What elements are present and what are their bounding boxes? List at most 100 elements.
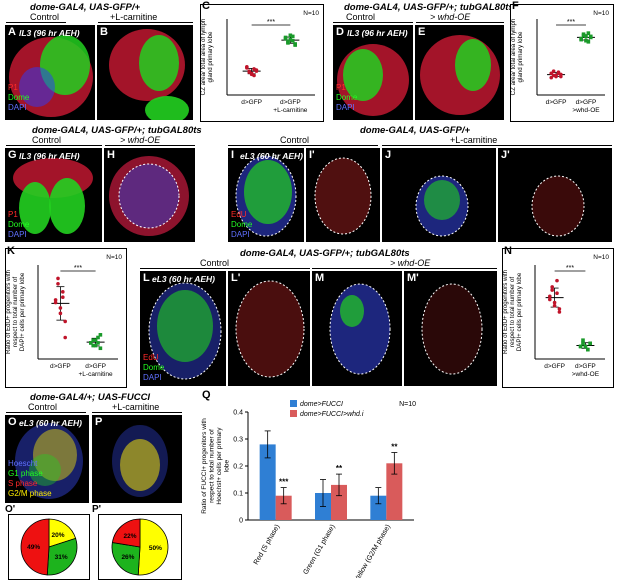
tissue-image: [9, 35, 93, 117]
panel-letter-o: O: [8, 416, 17, 428]
data-point: [579, 37, 583, 42]
genotype-mid-right: dome-GAL4, UAS-GFP/+: [360, 125, 471, 136]
data-point: [584, 34, 588, 39]
bar: [386, 463, 403, 520]
channel-dapi: DAPI: [143, 373, 162, 382]
rule: [6, 412, 86, 413]
data-point: [552, 300, 557, 305]
y-tick-label: 0: [239, 518, 243, 525]
tissue-image: [13, 158, 93, 234]
rule: [6, 145, 102, 146]
data-point: [548, 297, 552, 302]
label-control: Control: [28, 402, 58, 412]
data-point: [58, 306, 63, 310]
data-point: [245, 64, 249, 69]
pie-slice: [20, 518, 50, 576]
stage-label: lL3 (96 hr AEH): [347, 28, 408, 38]
x-category-label: d>GFP: [576, 99, 597, 106]
channel-p1: P1: [8, 83, 18, 92]
x-category-label: d>GFP: [50, 363, 71, 370]
panel-letter-m: M: [315, 272, 325, 284]
label-whd-oe: > whd-OE: [390, 258, 431, 268]
x-category-label: Yellow (G2/M phase): [354, 524, 392, 579]
bar: [259, 444, 276, 520]
label-control: Control: [280, 135, 310, 145]
pie-slice: [137, 518, 169, 576]
genotype-mid-left: dome-GAL4, UAS-GFP/+; tubGAL80ts: [32, 125, 202, 136]
pie-label: 26%: [121, 554, 134, 561]
n-label: N=10: [593, 10, 609, 17]
micrograph-o: O eL3 (60 hr AEH) Hoescht G1 phase S pha…: [5, 415, 89, 503]
tissue-image: [337, 44, 409, 116]
data-point: [288, 37, 293, 42]
tissue-image: [109, 29, 189, 120]
label-lcarnitine: +L-carnitine: [450, 135, 498, 145]
y-axis-label: DAPI+ cells per primary lobe: [516, 272, 523, 351]
tissue-image: [314, 157, 372, 235]
x-category-label: d>GFP: [546, 99, 567, 106]
pie-label: 22%: [124, 533, 137, 540]
panel-letter-b: B: [100, 26, 108, 38]
y-axis-label: Ratio of FUCCI+ progenitors with: [201, 418, 208, 514]
micrograph-a: A lL3 (96 hr AEH) P1 Dome DAPI: [5, 25, 95, 120]
micrograph-m-prime: M': [404, 271, 497, 386]
data-point: [581, 32, 586, 36]
y-tick-label: 0.4: [233, 410, 243, 417]
data-point: [559, 74, 563, 79]
channel-dome: Dome: [231, 220, 253, 229]
data-point: [552, 303, 557, 308]
x-category-label: Green (G1 phase): [302, 524, 336, 576]
data-point: [586, 31, 591, 35]
tissue-image: [235, 280, 305, 378]
x-category-label: d>GFP: [544, 363, 565, 370]
significance-label: ***: [267, 19, 275, 26]
bar: [275, 495, 292, 520]
channel-edu: EdU: [231, 210, 247, 219]
label-lcarnitine: +L-carnitine: [112, 402, 160, 412]
data-point: [555, 291, 559, 295]
data-point: [581, 341, 585, 346]
data-point: [290, 38, 295, 43]
panel-letter-i: I: [231, 149, 235, 161]
y-axis-label: Ratio of EdU+ progenitors with: [503, 269, 509, 354]
rule: [312, 268, 497, 269]
micrograph-g: G lL3 (96 hr AEH) P1 Dome DAPI: [5, 148, 102, 242]
panel-n: Ratio of EdU+ progenitors with respect to…: [502, 248, 614, 388]
micrograph-e: E: [415, 25, 504, 120]
data-point: [588, 341, 592, 346]
genotype-top-left: dome-GAL4, UAS-GFP/+: [30, 2, 141, 13]
tissue-image: [420, 35, 500, 115]
legend-label: dome>FUCCI>whd.i: [300, 411, 364, 418]
pie-chart-lcarnitine: 50% 26% 22%: [111, 518, 169, 576]
data-point: [61, 290, 65, 294]
pie-slice: [111, 518, 141, 548]
label-whd-oe: > whd-OE: [120, 135, 161, 145]
n-label: N=10: [106, 254, 122, 261]
micrograph-p: P: [92, 415, 182, 503]
data-point: [56, 282, 60, 286]
data-point: [581, 338, 585, 342]
tissue-image: [112, 425, 168, 497]
pie-label: 31%: [55, 554, 68, 561]
pie-chart-control: 20% 31% 49%: [20, 518, 78, 576]
panel-k: Ratio of EdU+ progenitors with respect to…: [5, 248, 127, 388]
data-point: [578, 344, 583, 349]
data-point: [584, 38, 588, 43]
data-point: [549, 71, 554, 76]
bar-chart-q: 0 0.1 0.2 0.3 0.4 Ratio of FUCCI+ progenitors…: [201, 400, 416, 579]
tissue-image: [235, 155, 297, 237]
data-point: [249, 72, 254, 77]
label-control: Control: [346, 12, 376, 22]
y-tick-label: 0.3: [233, 437, 243, 444]
pie-control-box: 20% 31% 49%: [8, 514, 90, 580]
x-category-label: d>GFP: [241, 99, 262, 106]
data-point: [56, 276, 60, 281]
panel-letter-n: N: [504, 245, 512, 257]
data-point: [93, 338, 98, 342]
y-axis-label: CZ area/ total area of lymph: [201, 18, 207, 95]
micrograph-b: B: [97, 25, 193, 120]
panel-letter-g: G: [8, 149, 17, 161]
panel-letter-e: E: [418, 26, 426, 38]
panel-letter-q: Q: [202, 389, 211, 401]
data-point: [98, 333, 103, 337]
